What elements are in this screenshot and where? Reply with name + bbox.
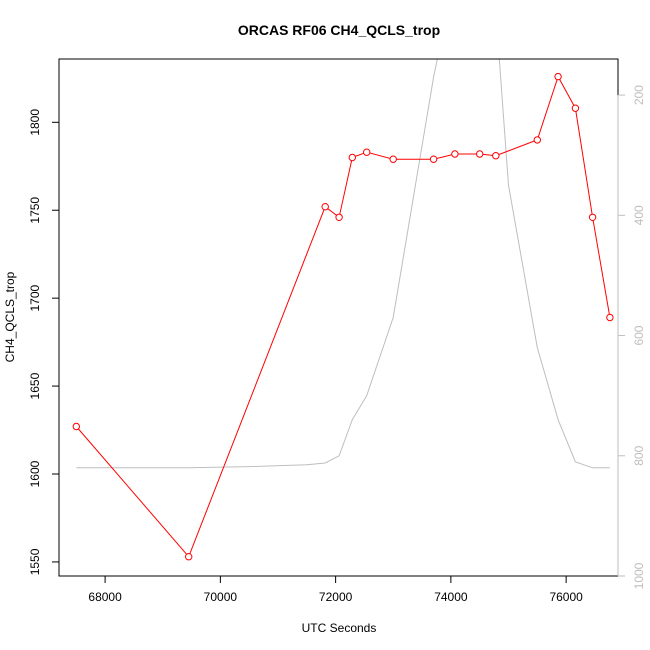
data-point <box>363 148 371 156</box>
y2-tick-label: 1000 <box>632 562 646 589</box>
data-point <box>348 153 356 162</box>
y2-tick-label: 400 <box>632 205 646 225</box>
data-point <box>533 136 541 144</box>
y2-tick-label: 200 <box>632 85 646 105</box>
chart-title: ORCAS RF06 CH4_QCLS_trop <box>238 22 440 38</box>
data-point <box>606 313 614 322</box>
y-tick-label: 1550 <box>28 548 42 575</box>
data-point <box>185 553 193 561</box>
plot-area: 68000 70000 72000 74000 76000 1550 1600 1650 170… <box>28 58 646 604</box>
y-tick-label: 1600 <box>28 460 42 487</box>
gray-series-line <box>76 59 610 469</box>
x-axis-label: UTC Seconds <box>302 621 377 635</box>
data-point <box>451 150 459 158</box>
x-tick-label: 70000 <box>204 590 238 604</box>
red-series-line <box>75 75 611 558</box>
data-point <box>335 213 343 222</box>
y-axis-label: CH4_QCLS_trop <box>3 271 17 362</box>
y-tick-label: 1650 <box>28 372 42 399</box>
data-point <box>554 72 562 81</box>
data-point <box>476 150 484 158</box>
data-point <box>72 422 81 431</box>
x-tick-label: 76000 <box>549 590 583 604</box>
y-tick-label: 1750 <box>28 197 42 224</box>
x-tick-label: 74000 <box>434 590 468 604</box>
data-point <box>429 155 438 163</box>
y2-tick-label: 800 <box>632 445 646 465</box>
data-point <box>588 213 597 222</box>
x-tick-label: 68000 <box>88 590 122 604</box>
data-point <box>492 152 500 160</box>
data-point <box>571 104 580 112</box>
data-point <box>321 203 329 211</box>
data-point <box>389 155 397 163</box>
x-tick-label: 72000 <box>319 590 353 604</box>
y-tick-label: 1800 <box>28 109 42 136</box>
plot-frame <box>58 58 619 577</box>
y2-tick-label: 600 <box>632 325 646 345</box>
y-tick-label: 1700 <box>28 284 42 311</box>
